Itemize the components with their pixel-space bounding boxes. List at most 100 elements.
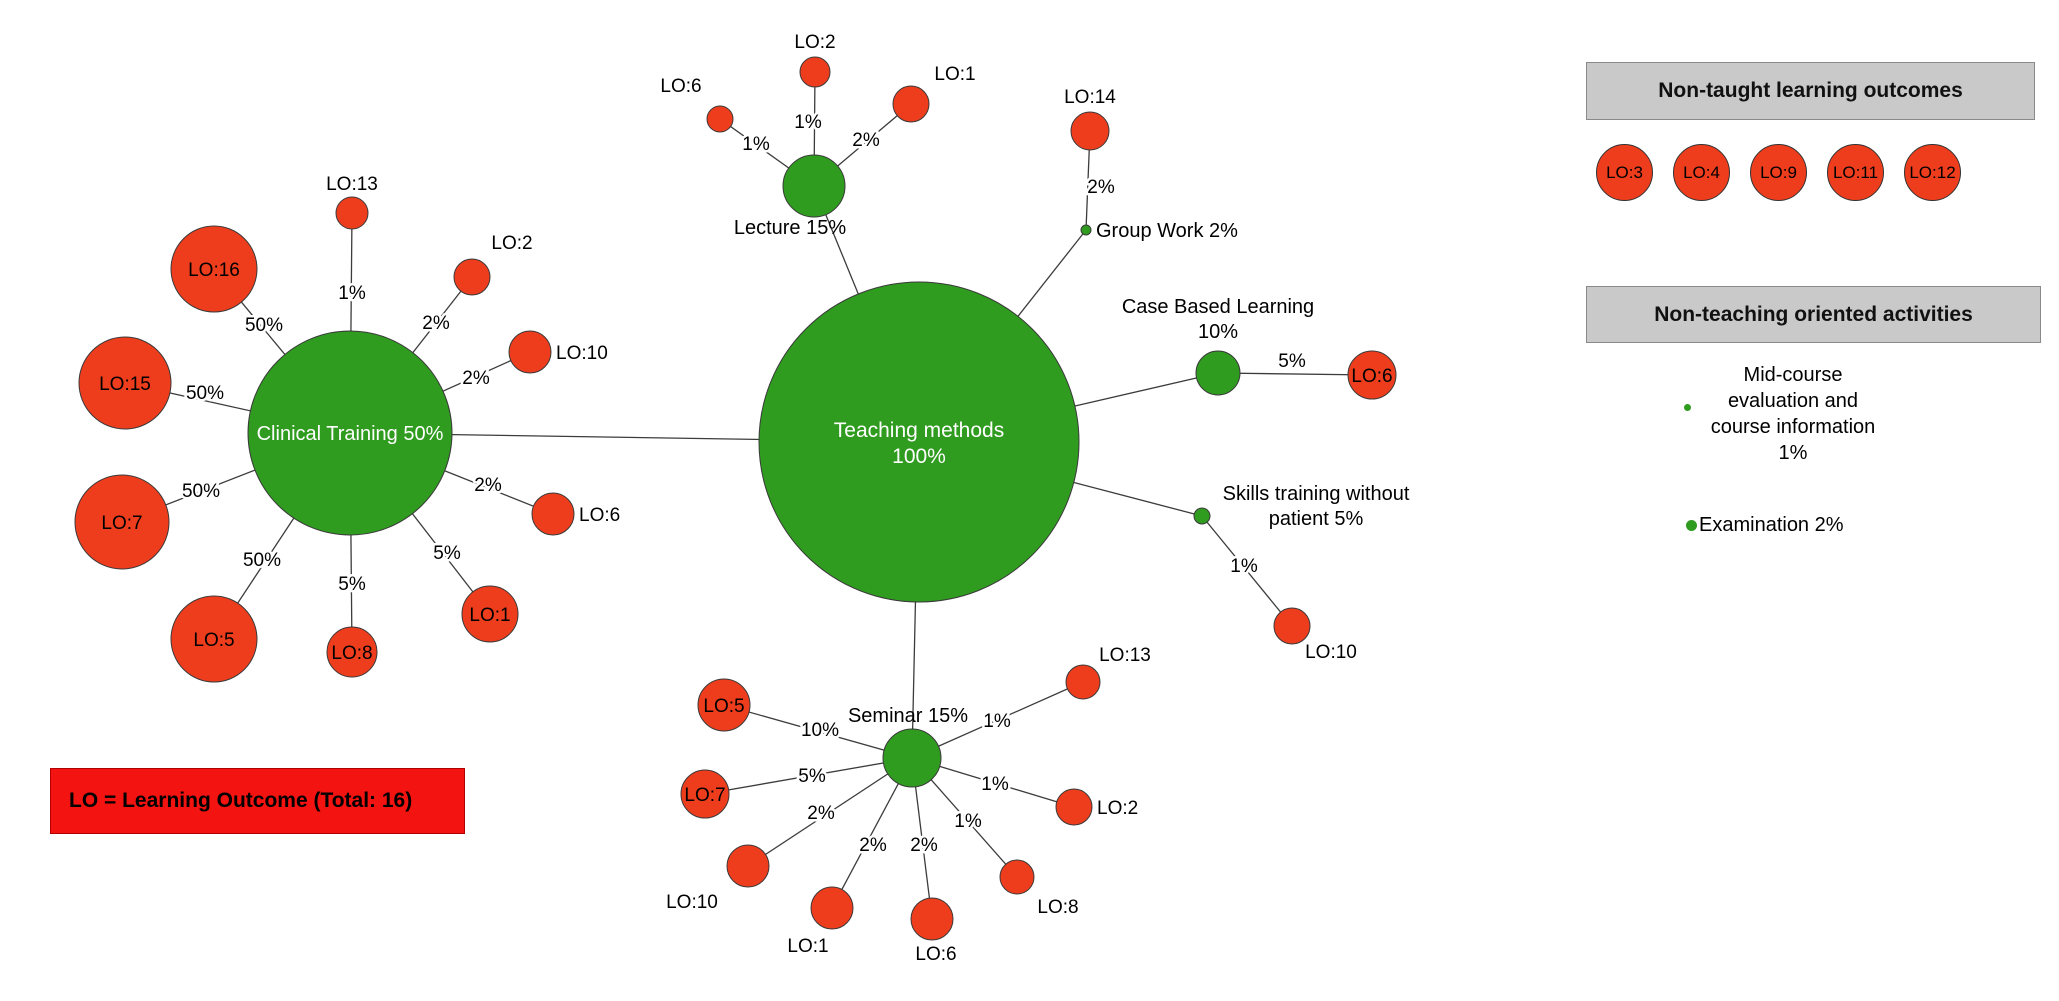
non-taught-outcomes-row: LO:3 LO:4 LO:9 LO:11 LO:12: [1596, 144, 1961, 201]
node-label-skills: Skills training without patient 5%: [1223, 483, 1410, 530]
edge-label-clinical-c-lo6: 2%: [474, 475, 502, 496]
node-label-c-lo1: LO:1: [469, 605, 510, 626]
node-se-lo2: [1055, 788, 1093, 826]
node-c-lo15: [78, 336, 172, 430]
edge-casebased-cb-lo6: [1217, 372, 1373, 376]
node-label-c-lo2: LO:2: [491, 233, 532, 254]
midcourse-activity-label: Mid-course evaluation and course informa…: [1710, 364, 1876, 464]
node-c-lo2: [453, 258, 491, 296]
node-se-lo10: [726, 844, 770, 888]
node-c-lo13: [335, 196, 369, 230]
node-se-lo5: [697, 678, 751, 732]
node-groupwork: [1080, 224, 1092, 236]
node-se-lo8: [999, 859, 1035, 895]
node-label-c-lo7: LO:7: [101, 513, 142, 534]
node-c-lo8: [326, 626, 378, 678]
panel-outcome-lo11: LO:11: [1827, 144, 1884, 201]
node-label-c-lo5: LO:5: [193, 630, 234, 651]
node-se-lo7: [680, 769, 730, 819]
examination-label: Examination 2%: [1699, 514, 1844, 536]
node-c-lo1: [461, 585, 519, 643]
edge-label-seminar-se-lo7: 5%: [798, 766, 826, 787]
edge-label-lecture-l-lo6: 1%: [742, 134, 770, 155]
node-label-se-lo6: LO:6: [915, 944, 956, 965]
edge-label-lecture-l-lo1: 2%: [852, 130, 880, 151]
node-label-casebased: Case Based Learning 10%: [1122, 296, 1314, 343]
node-l-lo6: [706, 105, 734, 133]
node-cb-lo6: [1347, 350, 1397, 400]
edge-label-lecture-l-lo2: 1%: [794, 112, 822, 133]
edge-seminar-se-lo5: [723, 704, 913, 759]
node-label-s-lo10: LO:10: [1305, 642, 1357, 663]
node-label-seminar: Seminar 15%: [848, 705, 968, 727]
edge-seminar-se-lo10: [747, 757, 913, 867]
edge-label-clinical-c-lo16: 50%: [245, 315, 283, 336]
node-teaching: [758, 281, 1080, 603]
node-seminar: [882, 728, 942, 788]
node-l-lo1: [892, 85, 930, 123]
edge-label-clinical-c-lo7: 50%: [182, 481, 220, 502]
node-c-lo5: [170, 595, 258, 683]
midcourse-dot-icon: [1684, 404, 1691, 411]
edge-label-seminar-se-lo1: 2%: [859, 835, 887, 856]
node-label-lecture: Lecture 15%: [734, 217, 847, 239]
edge-label-clinical-c-lo5: 50%: [243, 550, 281, 571]
node-lecture: [782, 154, 846, 218]
node-label-se-lo10: LO:10: [666, 892, 718, 913]
node-label-clinical: Clinical Training 50%: [257, 423, 444, 445]
edge-label-clinical-c-lo10: 2%: [462, 368, 490, 389]
node-skills: [1193, 507, 1211, 525]
panel-outcome-lo9: LO:9: [1750, 144, 1807, 201]
edge-label-seminar-se-lo8: 1%: [954, 811, 982, 832]
node-se-lo1: [810, 886, 854, 930]
node-label-c-lo10: LO:10: [556, 343, 608, 364]
panel-non-taught-title: Non-taught learning outcomes: [1658, 79, 1963, 102]
edge-label-seminar-se-lo2: 1%: [981, 774, 1009, 795]
node-label-c-lo15: LO:15: [99, 374, 151, 395]
node-casebased: [1195, 350, 1241, 396]
node-label-l-lo1: LO:1: [934, 64, 975, 85]
node-c-lo7: [74, 474, 170, 570]
node-label-se-lo8: LO:8: [1037, 897, 1078, 918]
node-c-lo6: [531, 492, 575, 536]
node-se-lo13: [1065, 664, 1101, 700]
edge-label-groupwork-g-lo14: 2%: [1087, 177, 1115, 198]
node-se-lo6: [910, 897, 954, 941]
node-label-se-lo2: LO:2: [1097, 798, 1138, 819]
edge-seminar-se-lo13: [911, 681, 1084, 759]
node-label-se-lo13: LO:13: [1099, 645, 1151, 666]
edge-seminar-se-lo7: [704, 757, 913, 795]
edge-label-clinical-c-lo1: 5%: [433, 543, 461, 564]
edge-label-seminar-se-lo6: 2%: [910, 835, 938, 856]
node-label-se-lo1: LO:1: [787, 936, 828, 957]
node-clinical: [247, 330, 453, 536]
edge-skills-s-lo10: [1201, 515, 1293, 627]
node-label-se-lo5: LO:5: [703, 696, 744, 717]
edge-label-casebased-cb-lo6: 5%: [1278, 351, 1306, 372]
node-label-c-lo13: LO:13: [326, 174, 378, 195]
node-label-groupwork: Group Work 2%: [1096, 220, 1238, 242]
panel-non-teaching-header: Non-teaching oriented activities: [1586, 286, 2041, 343]
legend-text: LO = Learning Outcome (Total: 16): [69, 789, 413, 812]
examination-activity: Examination 2%: [1686, 514, 1844, 537]
node-c-lo10: [508, 330, 552, 374]
node-s-lo10: [1273, 607, 1311, 645]
panel-non-taught-header: Non-taught learning outcomes: [1586, 62, 2035, 120]
edge-label-seminar-se-lo5: 10%: [801, 720, 839, 741]
node-l-lo2: [799, 56, 831, 88]
node-label-g-lo14: LO:14: [1064, 87, 1116, 108]
legend-box: LO = Learning Outcome (Total: 16): [50, 768, 465, 834]
panel-outcome-lo4: LO:4: [1673, 144, 1730, 201]
node-label-cb-lo6: LO:6: [1351, 366, 1392, 387]
node-c-lo16: [170, 225, 258, 313]
node-label-l-lo2: LO:2: [794, 32, 835, 53]
edge-label-seminar-se-lo13: 1%: [983, 711, 1011, 732]
node-label-se-lo7: LO:7: [684, 785, 725, 806]
edge-label-clinical-c-lo13: 1%: [338, 283, 366, 304]
node-label-c-lo8: LO:8: [331, 643, 372, 664]
edge-label-skills-s-lo10: 1%: [1230, 556, 1258, 577]
edge-label-clinical-c-lo2: 2%: [422, 313, 450, 334]
node-label-teaching: Teaching methods 100%: [834, 419, 1004, 468]
